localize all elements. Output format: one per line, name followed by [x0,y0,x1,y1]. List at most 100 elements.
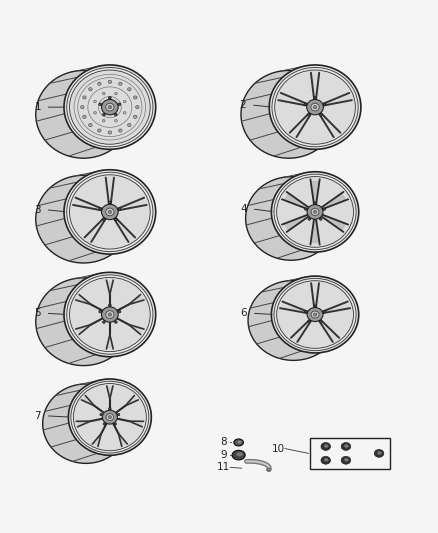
Text: 11: 11 [217,462,230,472]
Polygon shape [321,94,350,106]
Ellipse shape [341,456,351,464]
Polygon shape [113,217,134,240]
Ellipse shape [127,87,131,91]
Ellipse shape [323,103,326,106]
Polygon shape [83,397,95,406]
Ellipse shape [64,272,155,357]
Ellipse shape [64,65,155,149]
Polygon shape [129,325,142,334]
Polygon shape [321,193,346,209]
Polygon shape [292,319,312,341]
Ellipse shape [102,100,118,115]
Ellipse shape [102,204,118,220]
Ellipse shape [100,414,102,416]
Ellipse shape [109,96,111,99]
Text: 9: 9 [220,450,227,460]
Ellipse shape [102,321,105,324]
Ellipse shape [324,458,328,462]
Ellipse shape [119,82,122,85]
Ellipse shape [102,307,118,322]
Ellipse shape [88,124,92,127]
Ellipse shape [70,175,150,249]
Ellipse shape [114,218,117,221]
Ellipse shape [311,311,319,318]
Polygon shape [117,198,145,211]
Polygon shape [321,214,346,230]
Ellipse shape [98,82,101,85]
Ellipse shape [344,445,349,448]
Ellipse shape [136,106,139,109]
Text: 1: 1 [35,102,41,112]
Ellipse shape [98,129,101,132]
Polygon shape [311,219,319,242]
Polygon shape [106,179,114,205]
Ellipse shape [377,451,381,455]
Ellipse shape [118,208,121,211]
Ellipse shape [88,87,92,91]
Ellipse shape [108,211,112,214]
Ellipse shape [272,172,359,252]
Ellipse shape [64,169,155,254]
Ellipse shape [277,176,353,247]
Ellipse shape [102,114,105,116]
Ellipse shape [102,92,105,95]
Ellipse shape [123,111,126,114]
Polygon shape [318,319,338,341]
Ellipse shape [267,468,271,471]
Ellipse shape [106,103,114,111]
Ellipse shape [106,208,114,216]
Polygon shape [93,433,101,445]
Polygon shape [311,182,319,205]
Ellipse shape [108,416,111,418]
Polygon shape [321,302,348,313]
Polygon shape [106,335,113,348]
Ellipse shape [108,80,112,83]
Ellipse shape [115,119,117,122]
Ellipse shape [304,103,307,106]
Text: 8: 8 [220,438,227,448]
Ellipse shape [319,320,322,322]
Ellipse shape [68,379,151,455]
Ellipse shape [114,114,117,116]
Ellipse shape [119,129,122,132]
Ellipse shape [73,384,146,451]
Ellipse shape [237,440,242,443]
Ellipse shape [313,211,317,214]
Text: 7: 7 [35,411,41,421]
Ellipse shape [83,115,86,118]
Ellipse shape [36,278,131,366]
Ellipse shape [102,410,117,424]
Ellipse shape [108,131,112,134]
Ellipse shape [109,304,111,306]
Ellipse shape [99,208,102,211]
Text: 10: 10 [272,443,285,454]
Ellipse shape [123,100,126,103]
Ellipse shape [314,202,316,204]
Polygon shape [106,281,113,294]
Ellipse shape [320,114,322,116]
Ellipse shape [115,92,117,95]
Text: 2: 2 [240,100,246,110]
Ellipse shape [324,445,328,448]
Ellipse shape [109,201,111,204]
Polygon shape [118,433,127,445]
Polygon shape [129,296,142,304]
Polygon shape [125,397,137,406]
Ellipse shape [109,408,111,410]
Polygon shape [78,325,91,334]
Ellipse shape [36,70,131,158]
Ellipse shape [269,65,361,149]
Ellipse shape [313,106,317,109]
Polygon shape [311,74,319,101]
Ellipse shape [341,442,351,450]
Ellipse shape [308,218,311,220]
Ellipse shape [248,280,339,360]
Ellipse shape [70,70,150,144]
Ellipse shape [275,70,355,144]
Ellipse shape [134,115,137,118]
Ellipse shape [236,452,243,456]
Ellipse shape [94,100,96,103]
Ellipse shape [307,100,323,115]
Ellipse shape [314,305,316,307]
Ellipse shape [323,311,325,313]
